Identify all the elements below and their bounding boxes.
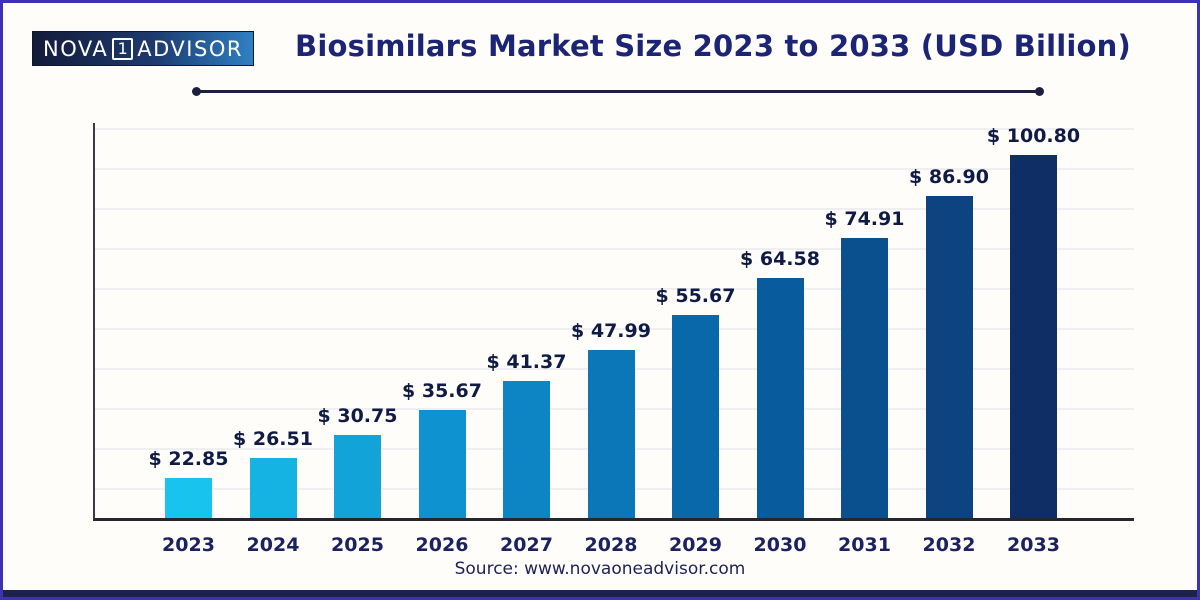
bar-2024 (249, 458, 297, 518)
x-axis-label-2028: 2028 (584, 534, 638, 556)
bar-2025 (334, 435, 381, 518)
brand-logo-number-icon: 1 (112, 37, 134, 60)
brand-logo: NOVA 1 ADVISOR (33, 32, 253, 65)
x-axis-label-2024: 2024 (246, 534, 300, 556)
bar-2027 (503, 381, 550, 518)
bar-2023 (165, 478, 212, 518)
gridline (95, 128, 1134, 130)
divider-dot-left (192, 87, 201, 96)
bar-value-label-2026: $ 35.67 (402, 380, 482, 402)
bar-2032 (925, 196, 973, 518)
gridline (95, 248, 1134, 250)
bar-value-label-2031: $ 74.91 (824, 208, 905, 230)
bar-value-label-2033: $ 100.80 (986, 125, 1081, 147)
bar-value-label-2030: $ 64.58 (740, 248, 820, 270)
x-axis-label-2029: 2029 (669, 534, 722, 556)
bar-2030 (756, 278, 804, 518)
bar-value-label-2024: $ 26.51 (233, 428, 313, 450)
bar-value-label-2029: $ 55.67 (655, 285, 736, 307)
bar-2028 (587, 350, 635, 518)
bar-value-label-2023: $ 22.85 (148, 448, 229, 470)
x-axis-label-2023: 2023 (162, 534, 215, 556)
chart-title: Biosimilars Market Size 2023 to 2033 (US… (295, 29, 1131, 63)
x-axis-label-2025: 2025 (331, 534, 384, 556)
gridline (95, 288, 1134, 290)
chart-plot-area: $ 22.85 2023 $ 26.51 2024 $ 30.75 2025 $ 35.67… (93, 123, 1134, 556)
footer-strip (3, 590, 1197, 597)
bar-value-label-2025: $ 30.75 (317, 405, 398, 427)
bar-value-label-2032: $ 86.90 (909, 166, 989, 188)
x-axis-label-2030: 2030 (753, 534, 807, 556)
divider-dot-right (1035, 87, 1044, 96)
source-text: Source: www.novaoneadvisor.com (454, 559, 746, 579)
x-axis-label-2033: 2033 (1007, 534, 1060, 556)
x-axis-label-2026: 2026 (415, 534, 469, 556)
bar-2031 (841, 238, 888, 518)
bar-value-label-2027: $ 41.37 (486, 351, 567, 373)
bar-2033 (1010, 155, 1057, 518)
gridline (95, 328, 1134, 330)
gridline (95, 208, 1134, 210)
bar-2026 (418, 410, 466, 518)
bar-value-label-2028: $ 47.99 (571, 320, 651, 342)
bar-2029 (672, 315, 719, 518)
x-axis-label-2032: 2032 (922, 534, 976, 556)
x-axis-label-2027: 2027 (500, 534, 553, 556)
brand-logo-text-right: ADVISOR (137, 36, 243, 61)
title-divider-line (192, 87, 1044, 96)
x-axis-label-2031: 2031 (838, 534, 891, 556)
brand-logo-text-left: NOVA (43, 36, 109, 61)
gridline (95, 168, 1134, 170)
